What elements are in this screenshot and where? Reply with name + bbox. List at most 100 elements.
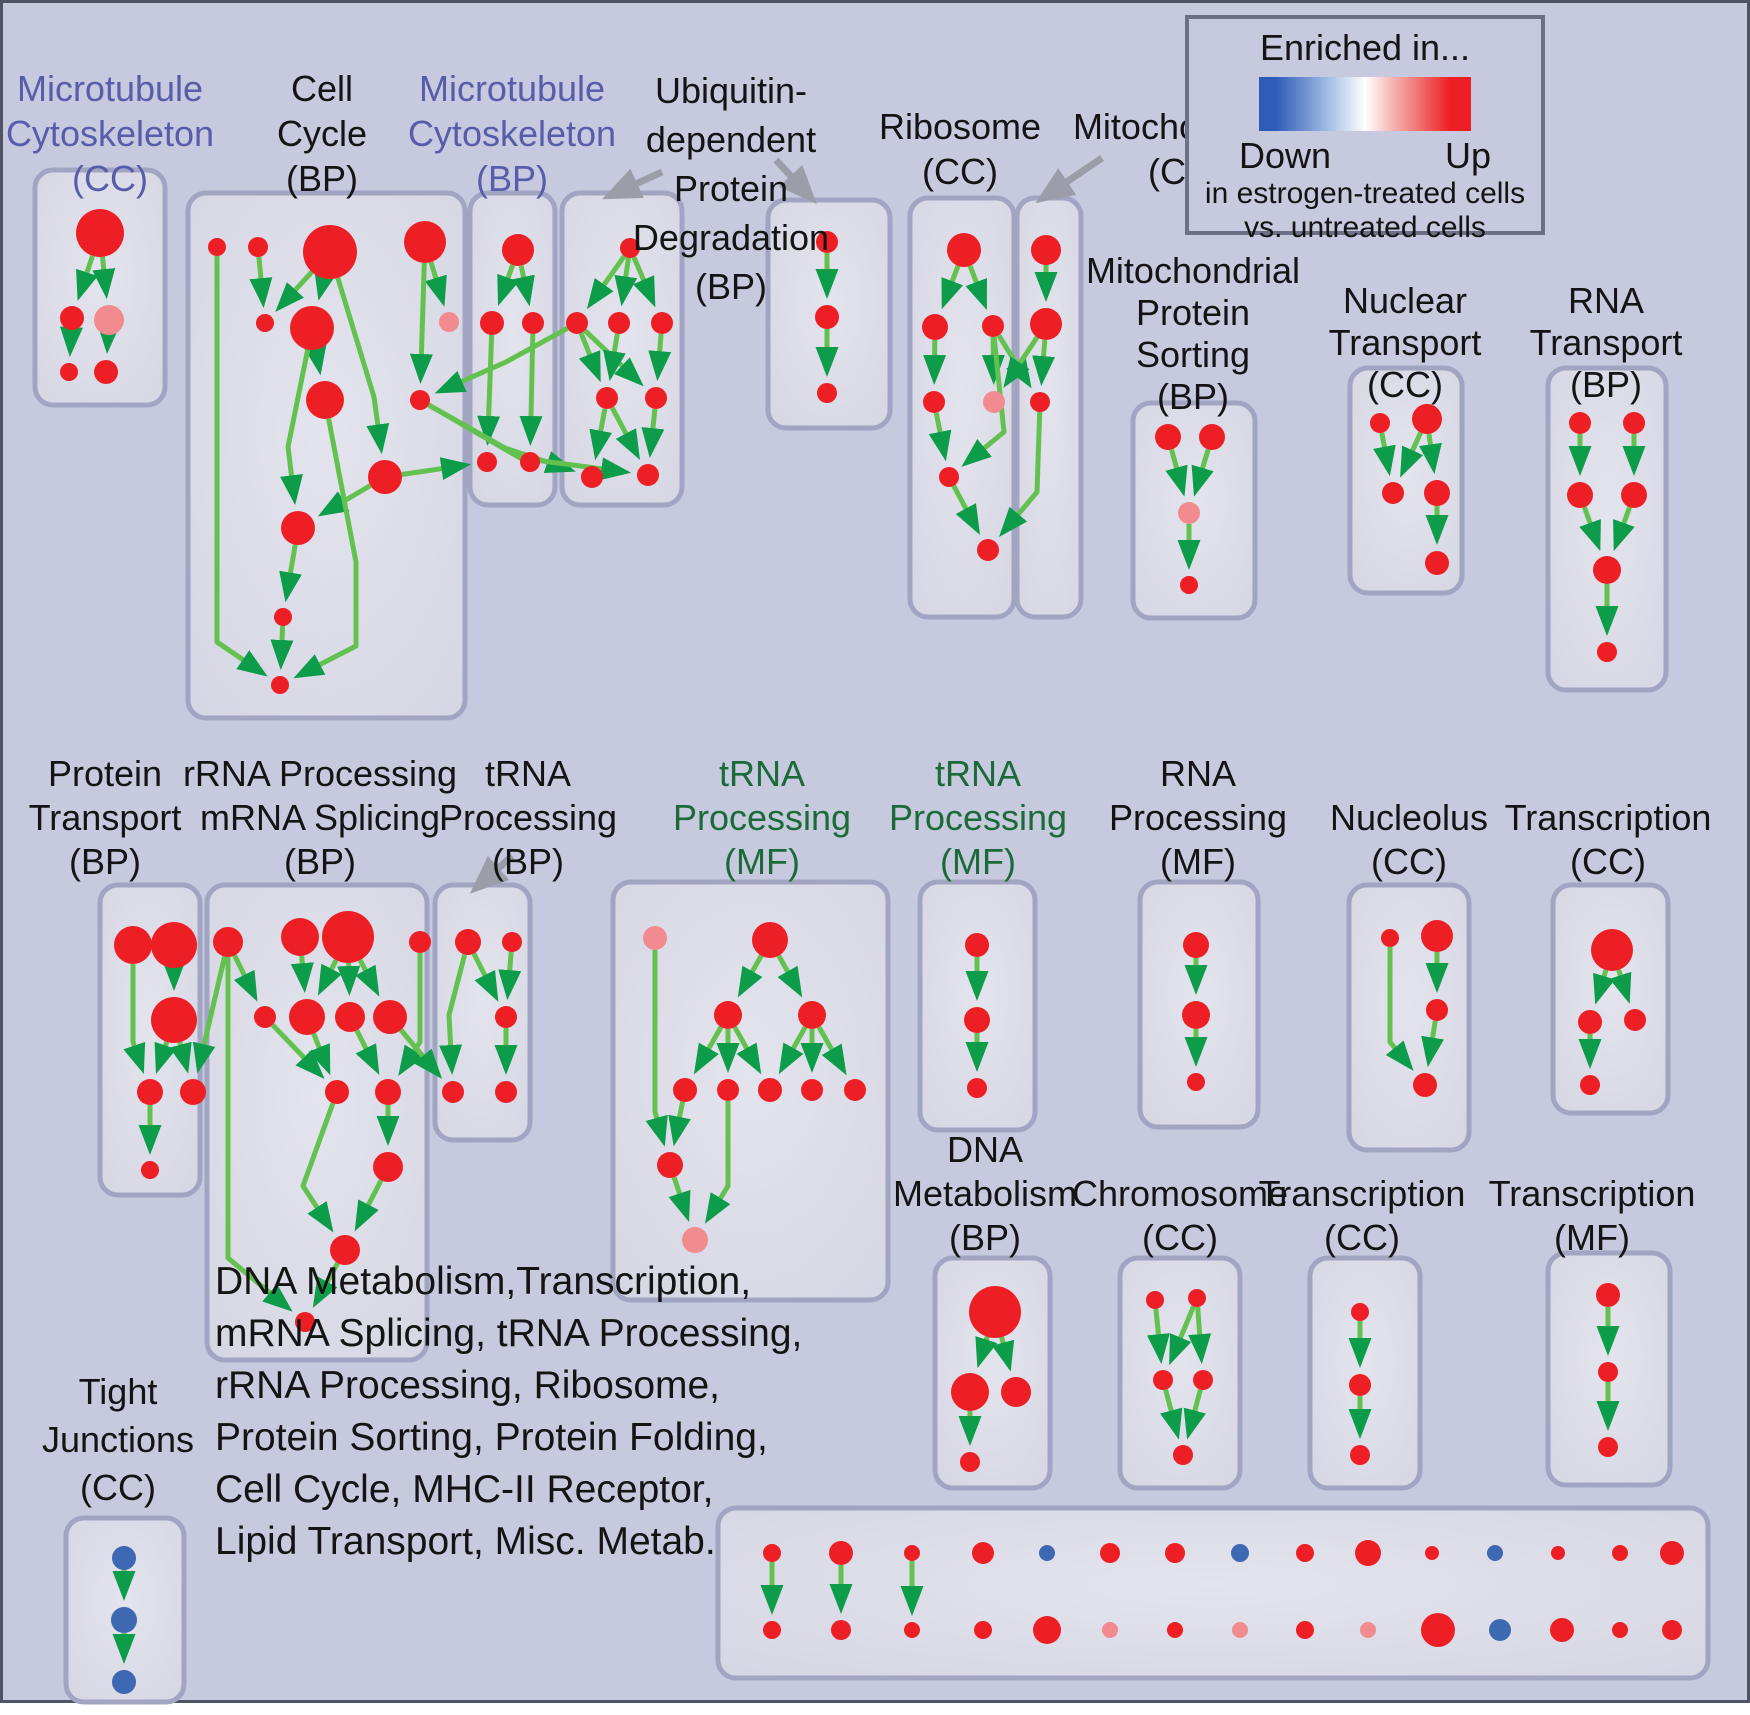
- go-term-node-red: [375, 1079, 401, 1105]
- go-term-node-red: [495, 1081, 517, 1103]
- merged-clusters-footnote: DNA Metabolism,Transcription, mRNA Splici…: [215, 1256, 802, 1568]
- go-term-node-red: [1612, 1622, 1628, 1638]
- cluster-box-chromosome-cc: [1117, 1255, 1243, 1491]
- edge-arrow: [776, 954, 803, 998]
- go-term-node-red: [281, 918, 319, 956]
- legend-subtitle-1: in estrogen-treated cells: [1204, 177, 1526, 210]
- go-term-node-red: [904, 1622, 920, 1638]
- edge-arrow: [586, 254, 627, 310]
- edge-arrow: [589, 408, 613, 461]
- edge-arrow: [270, 625, 294, 670]
- legend-box: Enriched in... Down Up in estrogen-treat…: [1185, 15, 1545, 244]
- go-term-node-red: [1001, 1377, 1031, 1407]
- go-term-node-red: [1662, 1620, 1682, 1640]
- edge-arrow: [97, 323, 121, 354]
- go-term-node-pink: [1360, 1622, 1376, 1638]
- edge-arrow: [290, 955, 314, 994]
- go-term-node-red: [1030, 308, 1062, 340]
- go-term-node-red: [974, 1621, 992, 1639]
- go-term-node-red: [1421, 1613, 1455, 1647]
- go-term-node-pink: [1178, 502, 1200, 524]
- go-term-node-red: [271, 676, 289, 694]
- edge-arrow: [477, 334, 501, 446]
- go-term-node-red: [254, 1006, 276, 1028]
- go-term-node-red: [645, 387, 667, 409]
- go-term-node-red: [1421, 920, 1453, 952]
- go-term-node-pink: [439, 312, 459, 332]
- go-term-node-red: [289, 999, 325, 1035]
- edge-arrow: [1160, 1389, 1183, 1440]
- go-term-node-red: [1031, 235, 1061, 265]
- edge-arrow: [355, 958, 380, 997]
- go-term-node-red: [596, 387, 618, 409]
- go-term-node-red: [1165, 1543, 1185, 1563]
- go-term-node-red: [1351, 1303, 1369, 1321]
- edge-arrow: [1421, 1020, 1444, 1068]
- edge-arrow: [471, 952, 499, 1002]
- edge-arrow: [314, 268, 337, 301]
- legend-down-label: Down: [1239, 135, 1332, 176]
- go-term-node-red: [1188, 1289, 1206, 1307]
- edge-arrow: [279, 544, 302, 603]
- go-term-node-red: [306, 381, 344, 419]
- edge-arrow: [1613, 506, 1635, 552]
- go-term-node-red: [1580, 1075, 1600, 1095]
- edge-arrow: [76, 255, 98, 301]
- go-term-node-red: [977, 539, 999, 561]
- go-term-node-red: [1193, 1370, 1213, 1390]
- edge-arrow: [1373, 432, 1396, 477]
- edge-arrow: [337, 962, 361, 996]
- go-term-node-pink: [682, 1227, 708, 1253]
- go-term-node-red: [322, 911, 374, 963]
- cluster-box-transcription-cc-bottom: [1307, 1255, 1423, 1491]
- edge-arrow: [519, 333, 543, 446]
- edge-arrow: [941, 265, 964, 310]
- legend-gradient-bar: [1259, 77, 1471, 131]
- go-term-node-red: [76, 209, 124, 257]
- edge-arrow: [732, 1025, 762, 1075]
- edge-arrow: [123, 964, 146, 1075]
- edge-arrow: [609, 406, 640, 460]
- footnote-line: Cell Cycle, MHC-II Receptor,: [215, 1468, 714, 1511]
- go-term-node-pink: [1232, 1622, 1248, 1638]
- edge-arrow: [1146, 1308, 1170, 1365]
- go-term-node-red: [373, 1000, 407, 1034]
- go-term-node-red: [581, 466, 603, 488]
- edge-arrow: [317, 958, 342, 996]
- cluster-box-trna-processing-mf-small: [917, 879, 1038, 1133]
- cluster-box-transcription-cc-mid: [1550, 882, 1671, 1116]
- go-term-node-red: [60, 306, 84, 330]
- edge-arrow: [668, 1101, 691, 1147]
- footnote-line: rRNA Processing, Ribosome,: [215, 1364, 721, 1407]
- go-term-node-red: [1593, 556, 1621, 584]
- footnote-line: DNA Metabolism,Transcription,: [215, 1260, 752, 1303]
- edge-arrow: [409, 262, 433, 384]
- edge-arrow: [398, 953, 425, 1076]
- edge-arrow: [648, 333, 672, 382]
- go-term-node-red: [1183, 932, 1209, 958]
- go-term-node-blue: [1487, 1545, 1503, 1561]
- go-term-node-red: [1033, 1616, 1061, 1644]
- go-term-node-red: [256, 314, 274, 332]
- edge-arrow: [991, 1336, 1015, 1372]
- go-term-node-red: [1424, 480, 1450, 506]
- edge-arrow: [293, 418, 359, 679]
- edge-arrow: [312, 1261, 340, 1309]
- edge-arrow: [317, 483, 372, 517]
- go-term-node-red: [922, 314, 948, 340]
- go-term-node-red: [477, 452, 497, 472]
- go-term-node-red: [1578, 1010, 1602, 1034]
- footnote-line: Protein Sorting, Protein Folding,: [215, 1416, 768, 1459]
- go-term-node-pink: [1102, 1622, 1118, 1638]
- go-term-node-red: [939, 467, 959, 487]
- edge-arrow: [1419, 433, 1442, 475]
- edge-arrow: [975, 1336, 998, 1369]
- go-term-node-red: [1199, 424, 1225, 450]
- edge-arrow: [816, 1025, 847, 1076]
- edge-arrow: [645, 950, 668, 1147]
- edge-arrow: [280, 349, 311, 506]
- go-term-node-red: [714, 1001, 742, 1029]
- go-term-node-red: [1425, 1546, 1439, 1560]
- edge-arrow: [951, 484, 981, 535]
- go-term-node-red: [248, 237, 268, 257]
